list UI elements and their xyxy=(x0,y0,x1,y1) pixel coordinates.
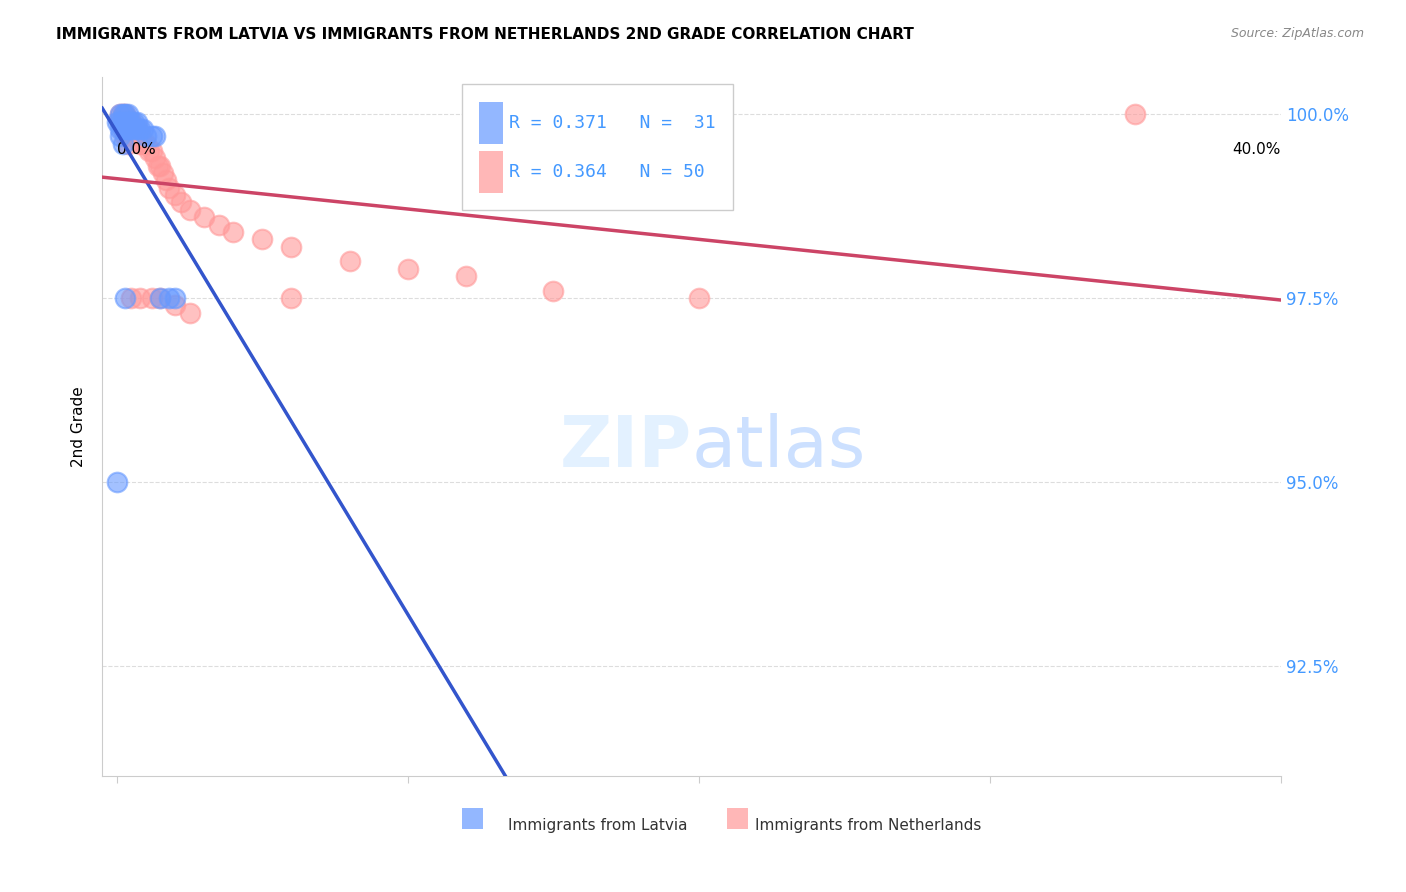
Point xyxy=(280,239,302,253)
Point xyxy=(111,122,134,136)
Point xyxy=(132,122,155,136)
Point xyxy=(129,129,152,144)
Point xyxy=(114,122,136,136)
Point xyxy=(108,122,131,136)
Point xyxy=(114,291,136,305)
Y-axis label: 2nd Grade: 2nd Grade xyxy=(72,386,86,467)
Point xyxy=(120,122,142,136)
Text: 0.0%: 0.0% xyxy=(117,143,156,157)
Text: 40.0%: 40.0% xyxy=(1233,143,1281,157)
Point xyxy=(111,122,134,136)
Point xyxy=(252,232,274,246)
Point xyxy=(143,129,166,144)
Point xyxy=(170,195,193,210)
Point xyxy=(179,306,201,320)
Point xyxy=(163,298,186,312)
Point xyxy=(129,136,152,151)
Point xyxy=(193,210,215,224)
Text: Immigrants from Latvia: Immigrants from Latvia xyxy=(508,818,688,833)
Point xyxy=(117,114,139,128)
Point xyxy=(117,136,139,151)
Point xyxy=(127,122,149,136)
Point xyxy=(127,122,149,136)
Point xyxy=(1125,107,1147,121)
Point xyxy=(157,181,180,195)
Point xyxy=(122,114,145,128)
Point xyxy=(111,114,134,128)
Point xyxy=(122,122,145,136)
Text: Immigrants from Netherlands: Immigrants from Netherlands xyxy=(755,818,981,833)
Point xyxy=(163,291,186,305)
Point xyxy=(127,129,149,144)
Point xyxy=(132,136,155,151)
Point xyxy=(127,114,149,128)
Text: atlas: atlas xyxy=(692,413,866,483)
Point xyxy=(120,114,142,128)
Point xyxy=(111,114,134,128)
Point xyxy=(114,114,136,128)
Point xyxy=(143,152,166,166)
Point xyxy=(122,122,145,136)
Point xyxy=(149,291,172,305)
Point xyxy=(207,218,229,232)
FancyBboxPatch shape xyxy=(479,151,503,193)
Point xyxy=(141,291,163,305)
Point xyxy=(141,129,163,144)
Point xyxy=(111,107,134,121)
Point xyxy=(117,107,139,121)
Point xyxy=(117,122,139,136)
Point xyxy=(114,107,136,121)
Text: Source: ZipAtlas.com: Source: ZipAtlas.com xyxy=(1230,27,1364,40)
Point xyxy=(122,129,145,144)
Point xyxy=(135,129,157,144)
Point xyxy=(120,114,142,128)
Text: ZIP: ZIP xyxy=(560,413,692,483)
Point xyxy=(149,291,172,305)
FancyBboxPatch shape xyxy=(727,807,748,829)
Point xyxy=(117,122,139,136)
Point xyxy=(688,291,710,305)
Point xyxy=(543,284,565,298)
Point xyxy=(120,291,142,305)
Point xyxy=(135,136,157,151)
Point xyxy=(339,254,361,268)
Point xyxy=(105,114,128,128)
Point xyxy=(108,107,131,121)
Point xyxy=(108,107,131,121)
Point xyxy=(111,136,134,151)
Point xyxy=(108,129,131,144)
FancyBboxPatch shape xyxy=(479,102,503,144)
Point xyxy=(114,114,136,128)
Point xyxy=(155,173,177,187)
Point xyxy=(149,159,172,173)
Point xyxy=(222,225,245,239)
Point xyxy=(454,268,477,283)
Point xyxy=(179,202,201,217)
Text: R = 0.364   N = 50: R = 0.364 N = 50 xyxy=(509,162,704,181)
Point xyxy=(152,166,174,180)
Point xyxy=(157,291,180,305)
Point xyxy=(114,107,136,121)
Point xyxy=(120,122,142,136)
Text: R = 0.371   N =  31: R = 0.371 N = 31 xyxy=(509,114,716,132)
Point xyxy=(141,144,163,158)
Point xyxy=(280,291,302,305)
Point xyxy=(396,261,419,276)
Text: IMMIGRANTS FROM LATVIA VS IMMIGRANTS FROM NETHERLANDS 2ND GRADE CORRELATION CHAR: IMMIGRANTS FROM LATVIA VS IMMIGRANTS FRO… xyxy=(56,27,914,42)
FancyBboxPatch shape xyxy=(461,85,733,211)
Point xyxy=(129,122,152,136)
FancyBboxPatch shape xyxy=(461,807,482,829)
Point xyxy=(105,475,128,489)
Point xyxy=(114,129,136,144)
Point xyxy=(108,114,131,128)
Point xyxy=(146,159,169,173)
Point xyxy=(117,114,139,128)
Point xyxy=(108,114,131,128)
Point xyxy=(111,107,134,121)
Point xyxy=(129,291,152,305)
Point xyxy=(163,188,186,202)
Point xyxy=(138,144,160,158)
